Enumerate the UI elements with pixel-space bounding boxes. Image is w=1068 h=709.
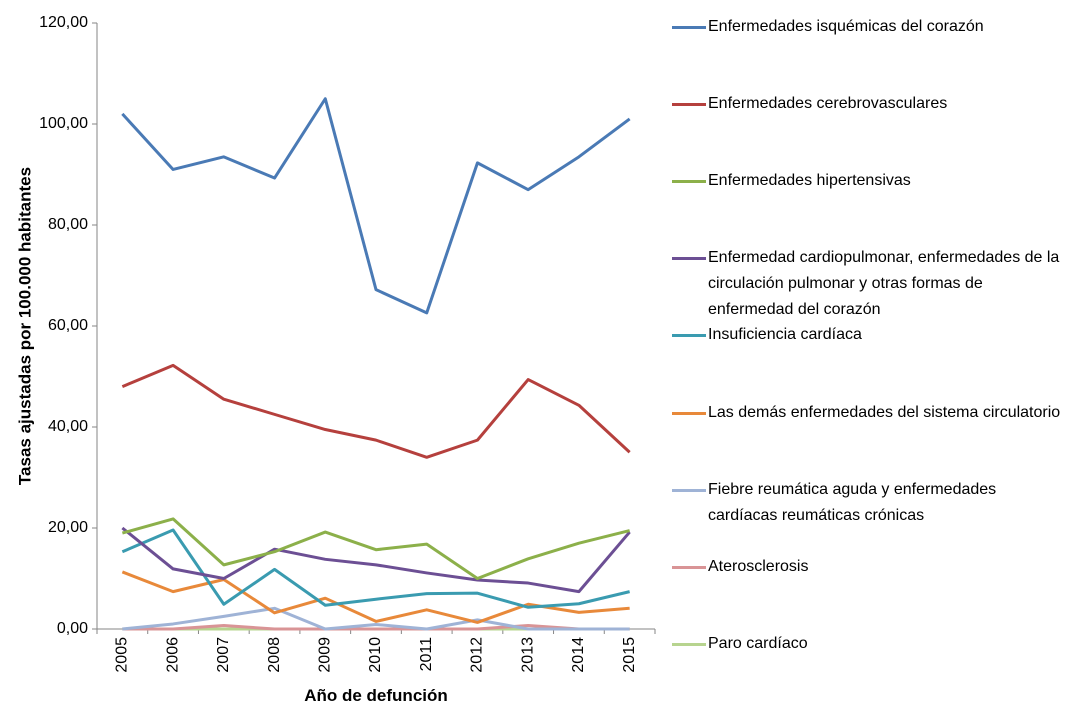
x-tick-label: 2009 (316, 637, 333, 673)
series-line (121, 570, 630, 624)
y-tick-label: 100,00 (39, 115, 88, 132)
legend-label: Insuficiencia cardíaca (708, 326, 862, 344)
series-line (121, 526, 631, 594)
legend-item: Enfermedades isquémicas del corazón (672, 14, 1064, 40)
legend-swatch (672, 334, 706, 338)
legend-swatch (672, 257, 706, 261)
y-tick-label: 80,00 (48, 216, 88, 233)
y-tick-label: 60,00 (48, 317, 88, 334)
legend-item: Fiebre reumática aguda y enfermedades ca… (672, 477, 1064, 529)
legend-label: Paro cardíaco (708, 634, 808, 652)
x-tick-label: 2008 (266, 637, 283, 673)
legend-item: Paro cardíaco (672, 631, 1064, 657)
y-tick-label: 0,00 (57, 620, 88, 637)
x-tick-label: 2010 (367, 637, 384, 673)
series-line (121, 363, 631, 459)
legend-swatch (672, 642, 706, 646)
legend-label: Enfermedades cerebrovasculares (708, 95, 948, 113)
y-axis-title: Tasas ajustadas por 100.000 habitantes (15, 167, 34, 485)
x-tick-label: 2014 (570, 637, 587, 673)
legend-label: Enfermedades isquémicas del corazón (708, 18, 984, 35)
x-tick-label: 2015 (621, 637, 638, 673)
legend-item: Las demás enfermedades del sistema circu… (672, 400, 1064, 426)
legend-swatch (672, 488, 706, 492)
y-tick-label: 120,00 (39, 14, 88, 31)
legend-label: Aterosclerosis (708, 557, 809, 575)
x-tick-label: 2007 (215, 637, 232, 673)
legend-swatch (672, 565, 706, 569)
legend-label: Enfermedad cardiopulmonar, enfermedades … (708, 249, 1060, 319)
legend-label: Enfermedades hipertensivas (708, 172, 911, 190)
series-line (121, 517, 630, 580)
x-tick-label: 2012 (469, 637, 486, 673)
x-tick-label: 2011 (418, 637, 435, 672)
legend-swatch (672, 26, 706, 29)
legend-item: Enfermedades hipertensivas (672, 168, 1064, 194)
legend-item: Enfermedades cerebrovasculares (672, 91, 1064, 117)
series-line (122, 623, 630, 631)
y-tick-label: 40,00 (48, 418, 88, 435)
legend-label: Fiebre reumática aguda y enfermedades ca… (708, 480, 997, 524)
x-axis-title: Año de defunción (304, 686, 448, 705)
x-tick-label: 2013 (519, 637, 536, 673)
legend-item: Aterosclerosis (672, 554, 1064, 580)
x-tick-label: 2006 (164, 637, 181, 673)
legend-swatch (672, 180, 706, 184)
legend-swatch (672, 411, 706, 415)
legend-item: Enfermedad cardiopulmonar, enfermedades … (672, 245, 1064, 323)
legend-swatch (672, 103, 706, 107)
x-tick-label: 2005 (114, 637, 131, 673)
series-line (121, 528, 630, 609)
y-tick-label: 20,00 (48, 519, 88, 536)
legend-label: Las demás enfermedades del sistema circu… (708, 403, 1061, 421)
series-line (122, 606, 630, 631)
legend-item: Insuficiencia cardíaca (672, 322, 1064, 348)
series-line (121, 97, 631, 315)
